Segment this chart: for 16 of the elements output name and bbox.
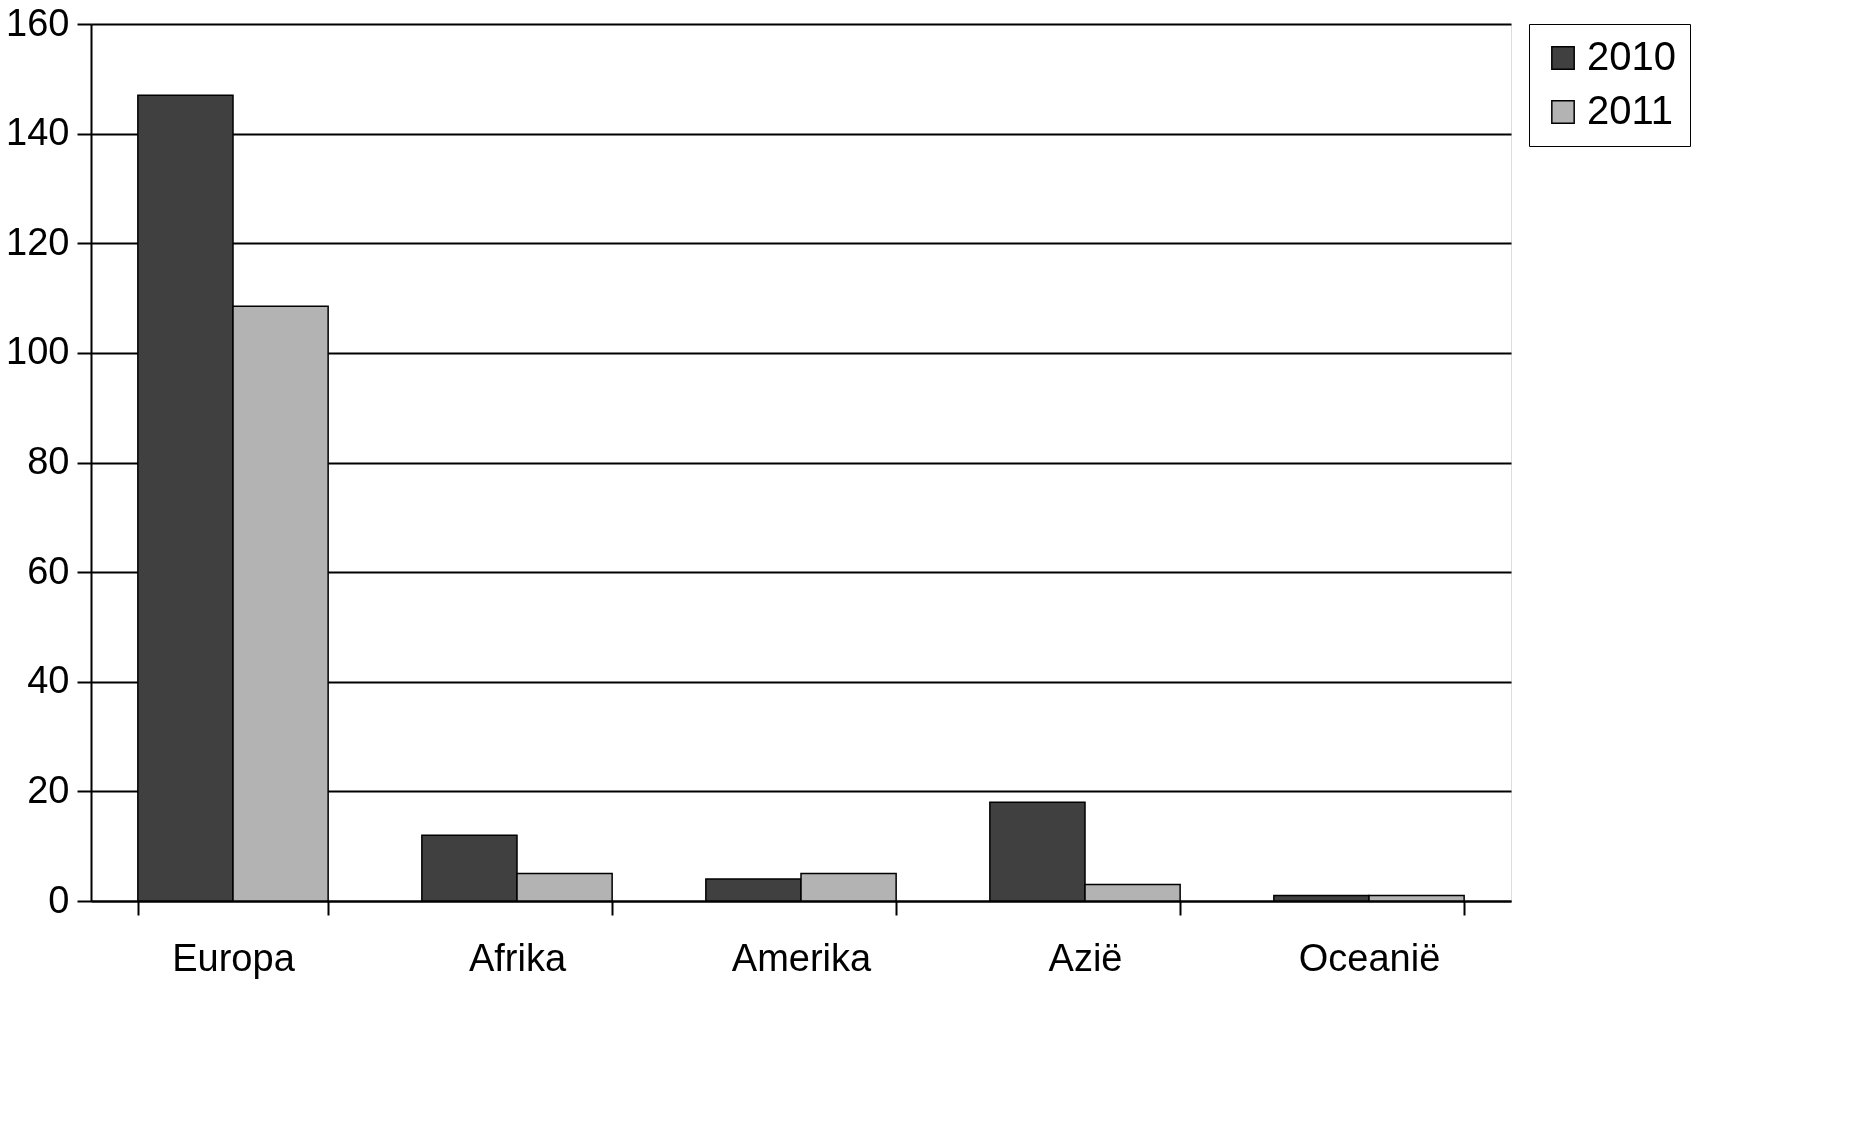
x-tick-label: Amerika	[731, 936, 873, 979]
y-tick-label: 40	[27, 659, 70, 702]
x-tick-label: Oceanië	[1298, 936, 1441, 979]
y-tick-label: 80	[27, 440, 70, 482]
y-tick-label: 60	[27, 549, 70, 592]
y-tick-label: 120	[6, 220, 70, 263]
y-tick-label: 140	[6, 111, 70, 154]
x-tick-label: Afrika	[468, 936, 567, 979]
y-tick-label: 20	[27, 768, 70, 811]
legend-label: 2011	[1587, 88, 1674, 132]
y-tick-label: 0	[48, 878, 70, 921]
y-tick-label: 100	[6, 330, 70, 373]
legend-label: 2010	[1587, 34, 1676, 78]
y-tick-label: 160	[6, 1, 70, 44]
x-tick-label: Europa	[172, 936, 296, 979]
x-tick-label: Azië	[1048, 936, 1123, 979]
